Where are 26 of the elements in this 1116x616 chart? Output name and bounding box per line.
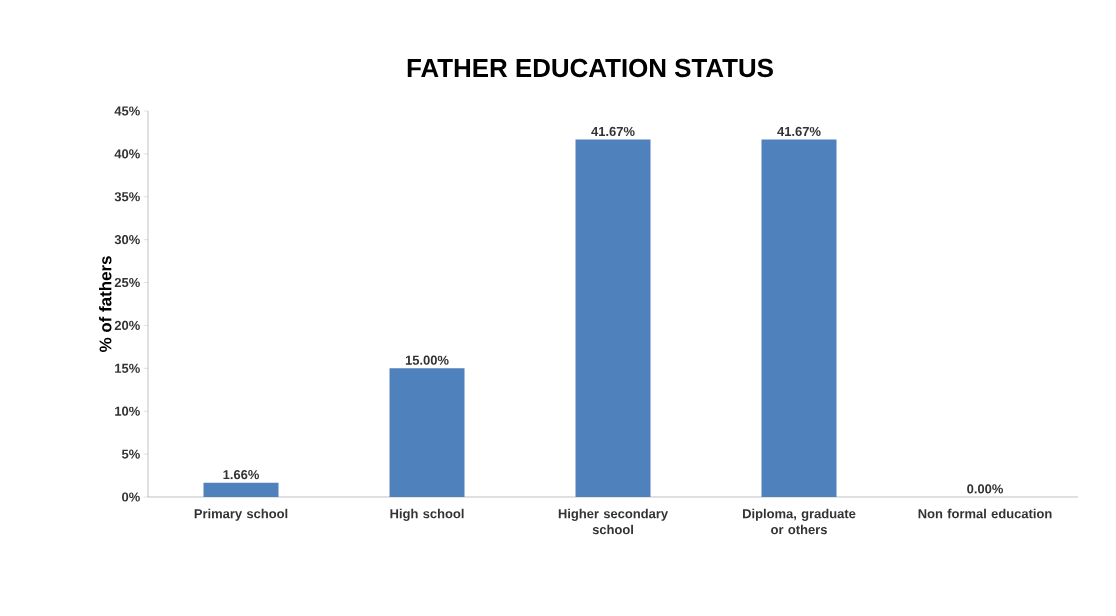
y-tick-label: 0% (122, 492, 140, 502)
y-tick-label: 20% (114, 320, 140, 331)
y-tick-label: 5% (121, 449, 140, 459)
y-tick-label: 10% (115, 406, 140, 416)
data-label: 15.00% (405, 355, 449, 365)
y-axis-title: % of fathers (99, 256, 112, 353)
bar (203, 482, 279, 497)
y-tick-label: 45% (114, 106, 140, 116)
bar (761, 139, 837, 497)
y-tick-label: 40% (114, 149, 140, 159)
x-tick-label: Diploma, graduate or others (743, 508, 856, 535)
x-tick-label: High school (390, 508, 464, 521)
chart-title: FATHER EDUCATION STATUS (407, 58, 773, 78)
y-tick-label: 30% (114, 235, 140, 245)
y-tick-label: 25% (114, 277, 140, 288)
x-tick-label: Primary school (194, 508, 288, 521)
x-tick-label: Higher secondary school (558, 508, 668, 535)
data-label: 41.67% (591, 126, 635, 137)
y-tick-label: 15% (115, 363, 140, 373)
data-label: 41.67% (777, 126, 821, 137)
data-label: 1.66% (223, 470, 260, 480)
bar (575, 139, 651, 497)
bar (389, 368, 465, 497)
x-tick-label: Non formal education (918, 508, 1052, 519)
data-label: 0.00% (967, 484, 1004, 494)
y-tick-label: 35% (114, 192, 140, 202)
